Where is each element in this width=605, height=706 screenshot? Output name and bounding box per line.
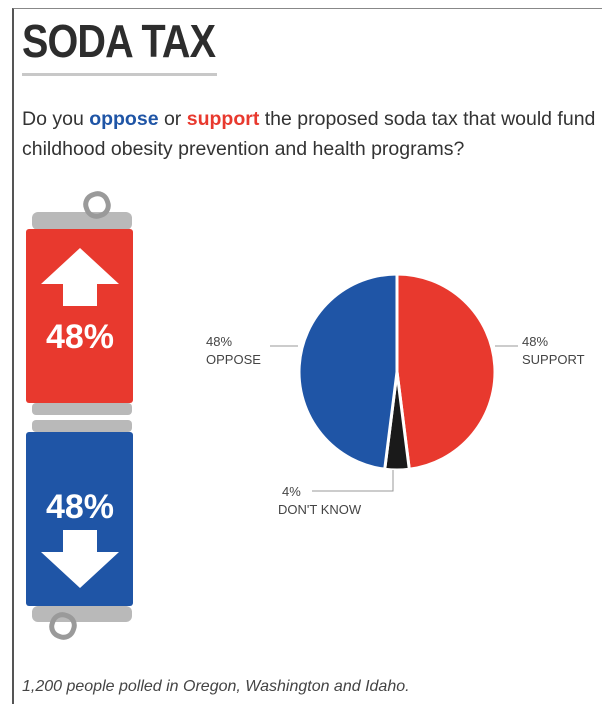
oppose-can: 48% bbox=[26, 420, 133, 640]
support-can-bottom bbox=[32, 403, 132, 415]
dont-know-value-label: 4% bbox=[282, 484, 301, 499]
question-prefix: Do you bbox=[22, 108, 90, 130]
question-support-word: support bbox=[186, 108, 260, 130]
pie-slice-oppose bbox=[297, 272, 399, 471]
footnote: 1,200 people polled in Oregon, Washingto… bbox=[22, 678, 410, 695]
pie-chart bbox=[297, 272, 497, 472]
oppose-can-tab bbox=[49, 612, 77, 640]
oppose-slice-label: OPPOSE bbox=[206, 352, 261, 367]
oppose-can-top bbox=[32, 420, 132, 432]
oppose-can-rim bbox=[32, 606, 132, 622]
support-value-label: 48% bbox=[522, 334, 548, 349]
question-oppose-word: oppose bbox=[89, 108, 159, 130]
support-can-percent: 48% bbox=[46, 318, 114, 356]
title-underline bbox=[22, 73, 217, 76]
support-can: 48% bbox=[26, 191, 133, 415]
support-can-tab bbox=[83, 191, 111, 219]
question-suffix: the proposed soda tax that would fund ch… bbox=[22, 108, 596, 160]
support-can-rim bbox=[32, 212, 132, 230]
oppose-value-label: 48% bbox=[206, 334, 232, 349]
pie-slice-support bbox=[395, 272, 497, 471]
up-arrow-icon bbox=[41, 248, 119, 306]
question-text: Do you oppose or support the proposed so… bbox=[22, 104, 597, 164]
down-arrow-icon bbox=[41, 530, 119, 588]
support-slice-label: SUPPORT bbox=[522, 352, 585, 367]
dont-know-slice-label: DON'T KNOW bbox=[278, 502, 362, 517]
dont-know-leader-line bbox=[312, 470, 394, 492]
oppose-can-percent: 48% bbox=[46, 488, 114, 526]
question-mid: or bbox=[158, 108, 187, 130]
page-title: SODA TAX bbox=[22, 15, 216, 67]
